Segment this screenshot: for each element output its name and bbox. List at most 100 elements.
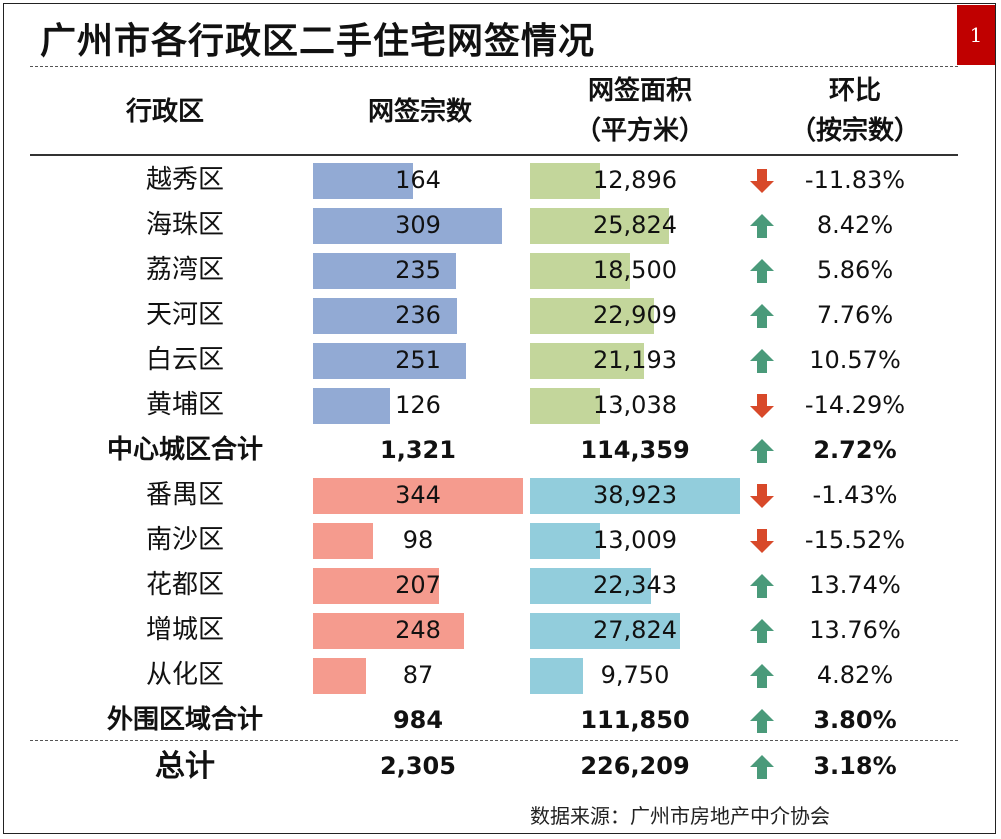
count-value: 248	[395, 616, 441, 644]
header-ratio-line1: 环比	[828, 76, 881, 106]
table-row: 天河区 236 22,909 7.76%	[0, 293, 1001, 338]
header-area-line2: （平方米）	[574, 116, 705, 146]
change-ratio: 3.80%	[813, 706, 897, 734]
area-bar	[530, 658, 583, 694]
change-ratio: 8.42%	[816, 211, 894, 239]
arrow-up-icon	[749, 708, 775, 734]
arrow-up-icon	[749, 258, 775, 284]
area-bar	[530, 208, 669, 244]
table-row: 花都区 207 22,343 13.74%	[0, 563, 1001, 608]
area-value: 13,038	[593, 391, 677, 419]
area-value: 9,750	[600, 661, 670, 689]
district-name: 南沙区	[145, 525, 224, 555]
header-divider	[30, 154, 958, 156]
area-value: 21,193	[593, 346, 677, 374]
district-name: 中心城区合计	[106, 435, 263, 465]
count-bar	[313, 478, 523, 514]
area-value: 25,824	[593, 211, 677, 239]
slide-frame	[3, 3, 996, 834]
change-ratio: 2.72%	[813, 436, 897, 464]
district-name: 番禺区	[145, 480, 224, 510]
area-value: 22,343	[593, 571, 677, 599]
page-number-badge: 1	[957, 5, 995, 65]
area-value: 111,850	[580, 706, 690, 734]
arrow-down-icon	[749, 483, 775, 509]
change-ratio: 3.18%	[813, 752, 897, 780]
arrow-up-icon	[749, 438, 775, 464]
count-bar	[313, 208, 502, 244]
arrow-down-icon	[749, 393, 775, 419]
area-bar	[530, 163, 600, 199]
table-row: 黄埔区 126 13,038 -14.29%	[0, 383, 1001, 428]
table-row: 从化区 87 9,750 4.82%	[0, 653, 1001, 698]
count-bar	[313, 568, 439, 604]
arrow-up-icon	[749, 348, 775, 374]
arrow-up-icon	[749, 754, 775, 780]
area-bar	[530, 388, 600, 424]
area-bar	[530, 613, 680, 649]
subtotal-row: 中心城区合计 1,321 114,359 2.72%	[0, 428, 1001, 473]
change-ratio: 10.57%	[809, 346, 901, 374]
district-name: 黄埔区	[145, 390, 224, 420]
area-value: 114,359	[580, 436, 690, 464]
district-name: 总计	[155, 749, 215, 784]
count-value: 87	[402, 661, 434, 689]
count-bar	[313, 253, 456, 289]
area-bar	[530, 343, 644, 379]
change-ratio: -1.43%	[812, 481, 898, 509]
count-value: 984	[392, 706, 444, 734]
count-bar	[313, 523, 373, 559]
table-row: 白云区 251 21,193 10.57%	[0, 338, 1001, 383]
count-value: 236	[395, 301, 441, 329]
count-bar	[313, 343, 466, 379]
header-district: 行政区	[125, 97, 204, 127]
area-bar	[530, 568, 651, 604]
total-row: 总计 2,305 226,209 3.18%	[0, 744, 1001, 789]
area-bar	[530, 523, 600, 559]
arrow-up-icon	[749, 618, 775, 644]
arrow-down-icon	[749, 168, 775, 194]
count-value: 164	[395, 166, 441, 194]
area-value: 13,009	[593, 526, 677, 554]
area-value: 38,923	[593, 481, 677, 509]
change-ratio: 13.74%	[809, 571, 901, 599]
change-ratio: -15.52%	[804, 526, 906, 554]
header-area-line1: 网签面积	[587, 76, 692, 106]
count-value: 98	[402, 526, 434, 554]
arrow-up-icon	[749, 303, 775, 329]
table-row: 南沙区 98 13,009 -15.52%	[0, 518, 1001, 563]
area-bar	[530, 478, 740, 514]
title-divider	[30, 66, 958, 67]
count-bar	[313, 298, 457, 334]
count-bar	[313, 388, 390, 424]
change-ratio: -14.29%	[804, 391, 906, 419]
district-name: 增城区	[145, 615, 224, 645]
count-value: 251	[395, 346, 441, 374]
total-divider	[30, 740, 958, 741]
header-count: 网签宗数	[367, 97, 472, 127]
change-ratio: 13.76%	[809, 616, 901, 644]
table-row: 荔湾区 235 18,500 5.86%	[0, 248, 1001, 293]
count-bar	[313, 163, 413, 199]
count-value: 235	[395, 256, 441, 284]
count-value: 344	[395, 481, 441, 509]
arrow-up-icon	[749, 213, 775, 239]
district-name: 花都区	[145, 570, 224, 600]
table-row: 增城区 248 27,824 13.76%	[0, 608, 1001, 653]
district-name: 天河区	[145, 300, 224, 330]
district-name: 荔湾区	[145, 255, 224, 285]
arrow-down-icon	[749, 528, 775, 554]
area-value: 18,500	[593, 256, 677, 284]
table-row: 番禺区 344 38,923 -1.43%	[0, 473, 1001, 518]
area-value: 12,896	[593, 166, 677, 194]
count-value: 126	[395, 391, 441, 419]
district-name: 越秀区	[145, 165, 224, 195]
page-title: 广州市各行政区二手住宅网签情况	[40, 21, 596, 62]
area-bar	[530, 253, 630, 289]
data-source-note: 数据来源：广州市房地产中介协会	[530, 804, 830, 828]
district-name: 从化区	[145, 660, 224, 690]
change-ratio: 5.86%	[816, 256, 894, 284]
change-ratio: -11.83%	[804, 166, 906, 194]
arrow-up-icon	[749, 573, 775, 599]
count-value: 207	[395, 571, 441, 599]
